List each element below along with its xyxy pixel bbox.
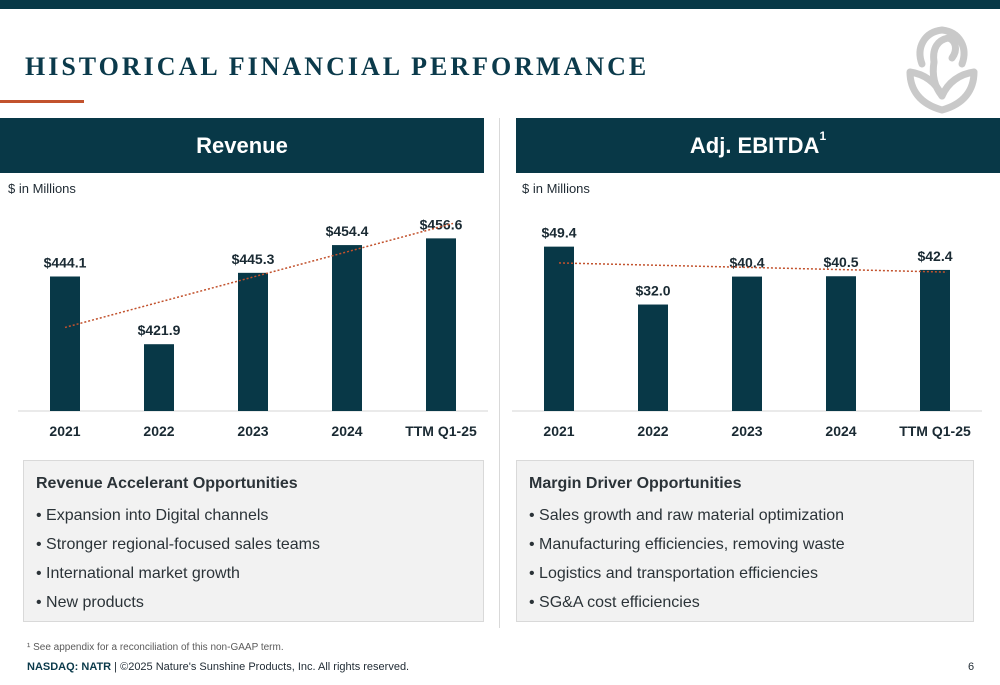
ebitda-x-tick-4: TTM Q1-25 xyxy=(899,423,971,439)
revenue-bar-4 xyxy=(426,238,456,411)
list-item: Logistics and transportation efficiencie… xyxy=(529,559,973,588)
footer-copyright: | ©2025 Nature's Sunshine Products, Inc.… xyxy=(111,661,410,673)
top-bar xyxy=(0,0,1000,9)
list-item: International market growth xyxy=(36,559,483,588)
list-item: Expansion into Digital channels xyxy=(36,501,483,530)
ebitda-header-footnote-mark: 1 xyxy=(819,129,827,143)
revenue-box-heading: Revenue Accelerant Opportunities xyxy=(36,475,298,492)
ebitda-x-tick-0: 2021 xyxy=(543,423,574,439)
ebitda-data-label-2: $40.4 xyxy=(729,255,764,271)
revenue-units-label: $ in Millions xyxy=(8,181,76,196)
list-item: Stronger regional-focused sales teams xyxy=(36,530,483,559)
ebitda-x-tick-3: 2024 xyxy=(825,423,856,439)
revenue-x-tick-2: 2023 xyxy=(237,423,268,439)
revenue-bar-3 xyxy=(332,245,362,411)
panel-divider xyxy=(499,118,500,628)
ebitda-units-label: $ in Millions xyxy=(522,181,590,196)
revenue-header-label: Revenue xyxy=(196,133,288,158)
list-item: New products xyxy=(36,588,483,617)
list-item: Sales growth and raw material optimizati… xyxy=(529,501,973,530)
ebitda-panel: Adj. EBITDA1 $ in Millions $49.4 2021 $32.… xyxy=(512,118,1000,622)
ebitda-data-label-3: $40.5 xyxy=(823,254,858,270)
revenue-x-tick-1: 2022 xyxy=(143,423,174,439)
title-underline xyxy=(0,100,84,103)
ebitda-x-tick-2: 2023 xyxy=(731,423,762,439)
revenue-bar-0 xyxy=(50,276,80,411)
revenue-bullet-list: Expansion into Digital channels Stronger… xyxy=(24,501,483,617)
margin-opportunities-box: Margin Driver Opportunities Sales growth… xyxy=(516,460,974,622)
ebitda-data-label-0: $49.4 xyxy=(541,225,576,241)
ebitda-x-tick-1: 2022 xyxy=(637,423,668,439)
revenue-chart: $444.1 2021 $421.9 2022 $445.3 2023 $454.4 2024… xyxy=(18,216,488,439)
list-item: SG&A cost efficiencies xyxy=(529,588,973,617)
margin-bullet-list: Sales growth and raw material optimizati… xyxy=(517,501,973,617)
ebitda-bar-3 xyxy=(826,276,856,411)
footer: NASDAQ: NATR | ©2025 Nature's Sunshine P… xyxy=(27,661,409,673)
ebitda-bar-4 xyxy=(920,269,950,411)
ebitda-trendline xyxy=(558,262,948,273)
revenue-panel: Revenue $ in Millions $444.1 2021 $421.9 20… xyxy=(0,118,488,622)
leaf-logo-icon xyxy=(906,26,978,114)
revenue-data-label-2: $445.3 xyxy=(232,251,275,267)
revenue-trendline xyxy=(64,222,454,329)
revenue-x-tick-3: 2024 xyxy=(331,423,362,439)
ebitda-chart: $49.4 2021 $32.0 2022 $40.4 2023 $40.5 2024 $42.… xyxy=(512,225,982,439)
ebitda-header: Adj. EBITDA1 xyxy=(516,118,1000,173)
ebitda-header-label: Adj. EBITDA xyxy=(689,133,820,158)
revenue-x-tick-0: 2021 xyxy=(49,423,80,439)
footer-ticker: NASDAQ: NATR xyxy=(27,661,112,673)
revenue-x-tick-4: TTM Q1-25 xyxy=(405,423,477,439)
revenue-data-label-1: $421.9 xyxy=(138,322,181,338)
ebitda-bar-0 xyxy=(544,246,574,411)
revenue-data-label-0: $444.1 xyxy=(44,254,87,270)
page-number: 6 xyxy=(968,661,975,673)
revenue-data-label-3: $454.4 xyxy=(326,223,369,239)
ebitda-data-label-1: $32.0 xyxy=(635,283,670,299)
margin-box-heading: Margin Driver Opportunities xyxy=(529,475,742,492)
revenue-opportunities-box: Revenue Accelerant Opportunities Expansi… xyxy=(23,460,484,622)
revenue-data-label-4: $456.6 xyxy=(420,216,463,232)
ebitda-bar-1 xyxy=(638,304,668,411)
revenue-bar-1 xyxy=(144,344,174,411)
ebitda-data-label-4: $42.4 xyxy=(917,248,952,264)
revenue-bar-2 xyxy=(238,272,268,411)
list-item: Manufacturing efficiencies, removing was… xyxy=(529,530,973,559)
footnote: ¹ See appendix for a reconciliation of t… xyxy=(27,642,284,653)
ebitda-bar-2 xyxy=(732,276,762,411)
revenue-header: Revenue xyxy=(0,118,484,173)
page-title: HISTORICAL FINANCIAL PERFORMANCE xyxy=(25,52,650,81)
